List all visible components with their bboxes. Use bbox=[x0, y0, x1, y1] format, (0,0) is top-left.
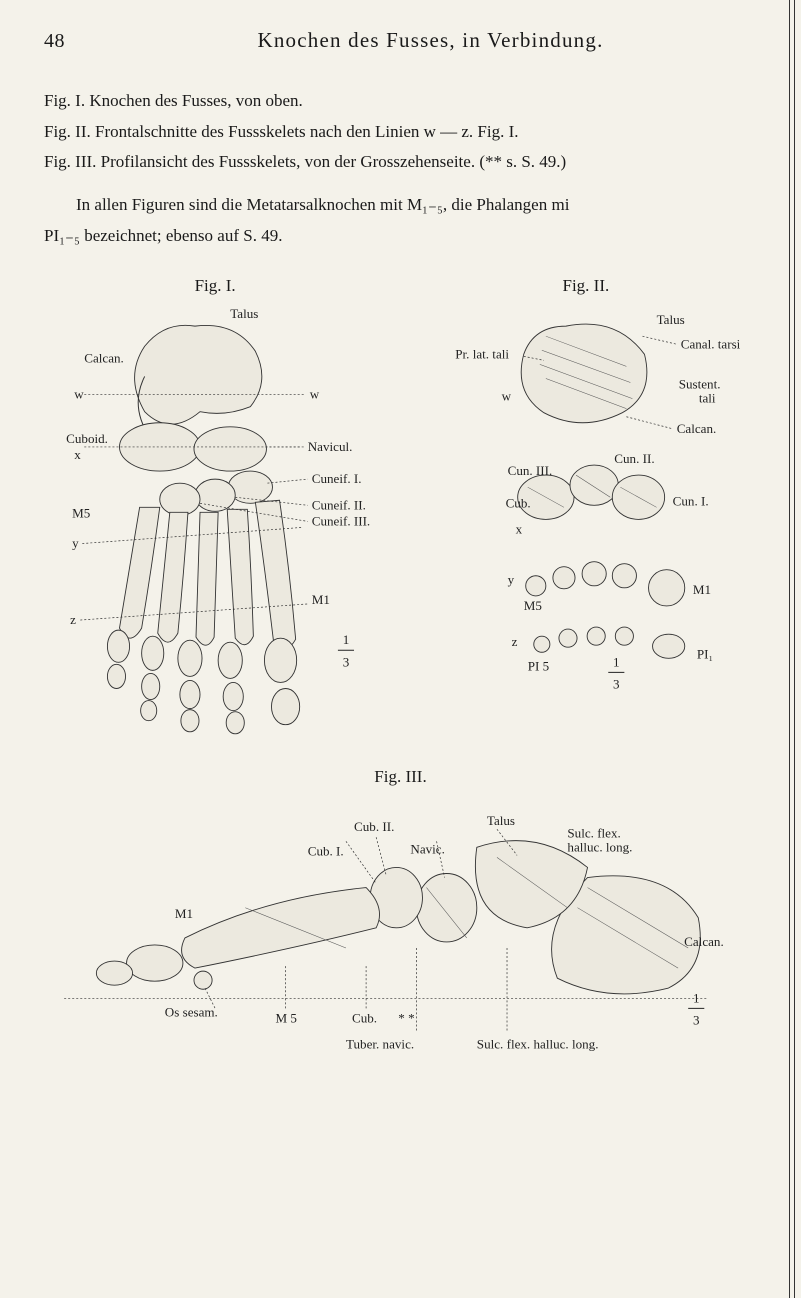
fig3-label-sulcflex2: Sulc. flex. halluc. long. bbox=[477, 1037, 599, 1052]
fig2-label-prlat: Pr. lat. tali bbox=[455, 347, 509, 362]
fig1-label-m5: M5 bbox=[72, 506, 91, 521]
fig3-label-cub: Cub. bbox=[352, 1011, 377, 1026]
fig2-label-cub: Cub. bbox=[505, 496, 530, 511]
fig3-label-talus: Talus bbox=[487, 813, 515, 828]
fig3-caption: Fig. III. bbox=[44, 767, 757, 787]
fig2-label-z: z bbox=[511, 634, 517, 649]
fig1-talus-shape bbox=[135, 325, 262, 424]
fig3-m1-shape bbox=[182, 888, 380, 969]
fig1-caption: Fig. I. bbox=[44, 276, 386, 296]
fig1-navicul-shape bbox=[194, 427, 266, 471]
fig1-label-w2: w bbox=[310, 387, 320, 402]
fig2-label-w: w bbox=[501, 389, 511, 404]
fig2-caption: Fig. II. bbox=[415, 276, 757, 296]
fig3-label-m5: M 5 bbox=[276, 1011, 298, 1026]
svg-text:3: 3 bbox=[343, 655, 350, 670]
running-title: Knochen des Fusses, in Verbindung. bbox=[104, 28, 757, 53]
list-fig3: Fig. III. Profilansicht des Fussskelets,… bbox=[44, 150, 757, 175]
fig3-label-m1: M1 bbox=[175, 906, 193, 921]
para2a: In allen Figuren sind die Metatarsalknoc… bbox=[44, 193, 757, 218]
fig3-scale-fraction: 1 3 bbox=[688, 990, 704, 1027]
fig2-label-m1: M1 bbox=[693, 582, 711, 597]
list-fig1: Fig. I. Knochen des Fusses, von oben. bbox=[44, 89, 757, 114]
list-fig2: Fig. II. Frontalschnitte des Fussskelets… bbox=[44, 120, 757, 145]
fig1-label-navicul: Navicul. bbox=[308, 439, 353, 454]
fig1-label-cuneif1: Cuneif. I. bbox=[312, 471, 362, 486]
fig2-section-z bbox=[534, 627, 685, 658]
fig3-label-halluclong: halluc. long. bbox=[567, 839, 632, 854]
fig1-label-talus: Talus bbox=[230, 306, 258, 321]
fig2-label-m5: M5 bbox=[523, 598, 542, 613]
fig2-label-x: x bbox=[515, 522, 522, 537]
fig1-label-calcan: Calcan. bbox=[84, 351, 124, 366]
fig3-label-navic: Navic. bbox=[410, 841, 445, 856]
fig3-distal-shape bbox=[96, 961, 132, 985]
page: 48 Knochen des Fusses, in Verbindung. Fi… bbox=[0, 0, 801, 1107]
svg-text:1: 1 bbox=[343, 632, 350, 647]
fig1-label-m1: M1 bbox=[312, 592, 330, 607]
fig2-label-talus: Talus bbox=[656, 312, 684, 327]
fig1-cuneif3-shape bbox=[160, 483, 200, 515]
svg-text:1: 1 bbox=[693, 990, 700, 1005]
fig2-label-sustent: Sustent. bbox=[678, 377, 720, 392]
fig3-label-sulcflex: Sulc. flex. bbox=[567, 825, 620, 840]
fig1-cuboid-shape bbox=[119, 423, 200, 471]
fig1-label-cuneif2: Cuneif. II. bbox=[312, 498, 366, 513]
fig3-navic-shape bbox=[416, 874, 476, 942]
para2b: PI₁₋₅ bezeichnet; ebenso auf S. 49. bbox=[44, 224, 757, 249]
fig2-label-pi5: PI 5 bbox=[528, 659, 550, 674]
fig3-label-cub1: Cub. I. bbox=[308, 843, 344, 858]
fig1-svg: Talus Calcan. w w Cuboid. x Navicul. Cun… bbox=[44, 306, 386, 749]
fig2-label-tali: tali bbox=[699, 391, 716, 406]
body-text: Fig. I. Knochen des Fusses, von oben. Fi… bbox=[44, 89, 757, 248]
fig3-svg: Cub. II. Talus Cub. I. Navic. Sulc. flex… bbox=[44, 797, 728, 1079]
fig1-scale-fraction: 1 3 bbox=[338, 632, 354, 669]
fig2-label-pi1: PI₁ bbox=[697, 647, 713, 662]
svg-text:3: 3 bbox=[693, 1013, 700, 1028]
fig2-section-y bbox=[525, 562, 684, 606]
fig1-label-cuboid: Cuboid. bbox=[66, 431, 108, 446]
fig2-scale-fraction: 1 3 bbox=[608, 655, 624, 692]
fig3: Fig. III. bbox=[44, 767, 757, 1079]
fig2-label-cun2: Cun. II. bbox=[614, 451, 654, 466]
fig2-svg: Talus Canal. tarsi Pr. lat. tali Sustent… bbox=[415, 306, 757, 749]
fig1: Fig. I. bbox=[44, 276, 386, 749]
fig1-label-w: w bbox=[74, 387, 84, 402]
fig1-label-z: z bbox=[70, 612, 76, 627]
fig2: Fig. II. Talus Canal. tarsi Pr. lat. tal… bbox=[415, 276, 757, 749]
figure-row-top: Fig. I. bbox=[44, 276, 757, 749]
fig1-label-cuneif3: Cuneif. III. bbox=[312, 514, 370, 529]
fig2-label-calcan: Calcan. bbox=[676, 421, 716, 436]
fig2-label-y: y bbox=[507, 572, 514, 587]
svg-text:3: 3 bbox=[613, 677, 620, 692]
fig1-phalanges bbox=[107, 630, 299, 734]
fig1-cuneif2-shape bbox=[195, 479, 235, 511]
fig3-label-calcan: Calcan. bbox=[684, 934, 724, 949]
running-head: 48 Knochen des Fusses, in Verbindung. bbox=[44, 28, 757, 53]
fig2-label-cun3: Cun. III. bbox=[507, 463, 552, 478]
svg-text:1: 1 bbox=[613, 655, 620, 670]
fig3-label-ossesam: Os sesam. bbox=[165, 1005, 218, 1020]
fig1-label-y: y bbox=[72, 536, 79, 551]
fig2-label-cun1: Cun. I. bbox=[672, 494, 708, 509]
page-number: 48 bbox=[44, 30, 104, 53]
fig3-label-stars: * * bbox=[398, 1011, 414, 1026]
fig3-phalanx-shape bbox=[127, 945, 183, 981]
fig3-label-cub2: Cub. II. bbox=[354, 819, 394, 834]
fig1-label-x: x bbox=[74, 447, 81, 462]
fig3-label-tubernavic: Tuber. navic. bbox=[346, 1037, 414, 1052]
fig3-sesam-shape bbox=[194, 971, 212, 989]
fig2-label-canal: Canal. tarsi bbox=[681, 336, 741, 351]
fig1-metatarsals bbox=[119, 500, 295, 648]
fig2-section-w bbox=[521, 324, 647, 423]
